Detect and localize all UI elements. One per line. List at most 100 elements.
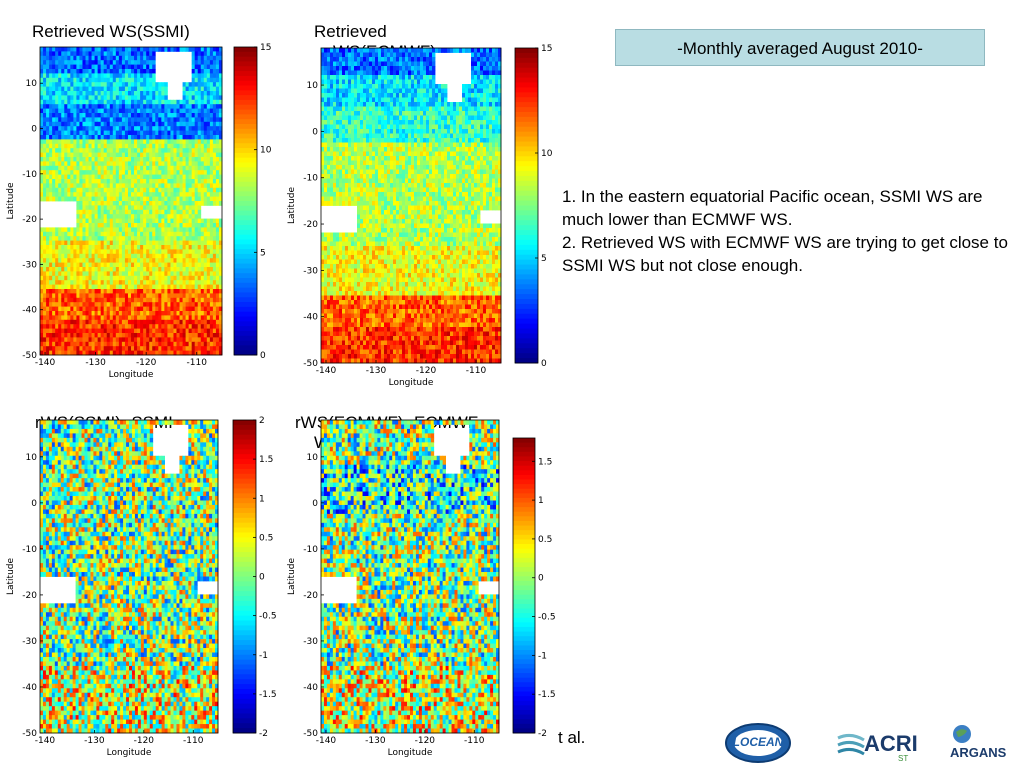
notes-text: 1. In the eastern equatorial Pacific oce…: [562, 185, 1022, 277]
heatmap-cells: [40, 47, 223, 356]
colorbar-tick-label: 1: [259, 494, 265, 504]
colorbar-tick-label: -1: [538, 651, 547, 661]
chart-1: -140 -130 -120 -110 10 0 -10 -20 -30 -40 -50 Longit…: [287, 44, 553, 388]
y-tick-label: -50: [22, 729, 37, 739]
y-tick-label: -40: [22, 683, 37, 693]
colorbar: [515, 48, 538, 364]
x-axis-label: Longitude: [107, 748, 152, 758]
y-tick-label: 10: [307, 453, 319, 463]
y-tick-label: -50: [303, 359, 318, 369]
y-tick-label: 0: [31, 499, 37, 509]
y-tick-label: -20: [22, 591, 37, 601]
heatmap-cells: [40, 420, 219, 734]
acri-logo-text: ACRI: [864, 731, 918, 756]
locean-logo-text: LOCEAN: [732, 735, 784, 749]
colorbar-tick-label: 5: [260, 248, 266, 258]
x-tick-label: -110: [466, 366, 487, 376]
colorbar-tick-label: 0.5: [259, 533, 273, 543]
colorbar: [513, 438, 535, 734]
y-tick-label: -50: [303, 729, 318, 739]
colorbar-tick-label: -2: [538, 729, 547, 739]
x-axis-label: Longitude: [388, 748, 433, 758]
x-tick-label: -140: [316, 736, 337, 746]
y-tick-label: -30: [22, 637, 37, 647]
colorbar-tick-label: -0.5: [538, 613, 556, 623]
y-tick-label: -10: [22, 545, 37, 555]
y-tick-label: 10: [26, 453, 38, 463]
x-tick-label: -130: [84, 736, 105, 746]
colorbar-tick-label: 5: [541, 254, 547, 264]
colorbar-tick-label: 1.5: [538, 457, 552, 467]
colorbar-tick-label: -1.5: [538, 690, 556, 700]
y-tick-label: 0: [31, 125, 37, 135]
colorbar: [233, 420, 256, 734]
colorbar-tick-label: 0: [538, 574, 544, 584]
y-tick-label: -10: [303, 174, 318, 184]
x-tick-label: -120: [415, 736, 436, 746]
colorbar-frame: [233, 46, 258, 356]
colorbar-tick-label: -0.5: [259, 612, 277, 622]
heatmap-cells: [321, 48, 502, 364]
colorbar-tick-label: 10: [260, 146, 272, 156]
y-tick-label: 10: [26, 79, 38, 89]
x-tick-label: -130: [85, 358, 106, 368]
colorbar-tick-label: 0: [259, 573, 265, 583]
x-tick-label: -110: [464, 736, 485, 746]
colorbar-tick-label: 15: [260, 43, 271, 53]
colorbar-frame: [514, 47, 539, 364]
y-tick-label: -40: [22, 306, 37, 316]
colorbar: [234, 47, 257, 356]
y-tick-label: -40: [303, 313, 318, 323]
chart-2: -140 -130 -120 -110100-10-20-30-40-50Longit…: [6, 416, 277, 758]
y-tick-label: 0: [312, 499, 318, 509]
acri-logo-subtext: ST: [898, 754, 909, 763]
colorbar-tick-label: 1.5: [259, 455, 273, 465]
y-tick-label: 0: [312, 127, 318, 137]
x-tick-label: -110: [187, 358, 208, 368]
colorbar-frame: [512, 437, 536, 734]
x-tick-label: -130: [365, 736, 386, 746]
colorbar-tick-label: 2: [259, 416, 265, 426]
y-axis-label: Latitude: [287, 187, 297, 225]
y-tick-label: -20: [303, 220, 318, 230]
y-tick-label: -10: [22, 170, 37, 180]
colorbar-tick-label: -2: [259, 729, 268, 739]
y-tick-label: 10: [307, 81, 319, 91]
x-tick-label: -110: [183, 736, 204, 746]
x-tick-label: -130: [366, 366, 387, 376]
plot-frame: [39, 419, 219, 734]
x-tick-label: -120: [136, 358, 157, 368]
locean-logo: LOCEAN: [724, 722, 792, 764]
month-banner: -Monthly averaged August 2010-: [615, 29, 985, 66]
plot-frame: [39, 46, 223, 356]
footer-fragment: t al.: [558, 728, 586, 747]
x-tick-label: -120: [416, 366, 437, 376]
plot-frame: [320, 419, 500, 734]
y-axis-label: Latitude: [6, 182, 16, 220]
colorbar-tick-label: 0: [541, 359, 547, 369]
argans-logo: ARGANS: [950, 724, 1022, 764]
x-tick-label: -140: [35, 736, 56, 746]
y-tick-label: -30: [22, 260, 37, 270]
chart-0: -140 -130 -120 -110 10 0 -10 -20 -30 -40 -50 Longit…: [6, 43, 272, 380]
x-axis-label: Longitude: [389, 378, 434, 388]
colorbar-tick-label: 10: [541, 149, 553, 159]
chart-3: -140 -130 -120 -110100-10-20-30-40-50Longit…: [287, 419, 556, 758]
plot-frame: [320, 47, 502, 364]
colorbar-tick-label: 15: [541, 44, 552, 54]
y-tick-label: -30: [303, 266, 318, 276]
heatmap-cells: [321, 420, 500, 734]
y-tick-label: -10: [303, 545, 318, 555]
y-axis-label: Latitude: [287, 558, 297, 596]
y-axis-label: Latitude: [6, 558, 16, 596]
x-tick-label: -120: [134, 736, 155, 746]
note-1: 1. In the eastern equatorial Pacific oce…: [562, 187, 983, 229]
chart-title-ssmi: Retrieved WS(SSMI): [32, 22, 190, 41]
colorbar-tick-label: -1.5: [259, 690, 277, 700]
x-tick-label: -140: [35, 358, 56, 368]
x-axis-label: Longitude: [109, 370, 154, 380]
colorbar-tick-label: -1: [259, 651, 268, 661]
colorbar-tick-label: 0: [260, 351, 266, 361]
y-tick-label: -30: [303, 637, 318, 647]
